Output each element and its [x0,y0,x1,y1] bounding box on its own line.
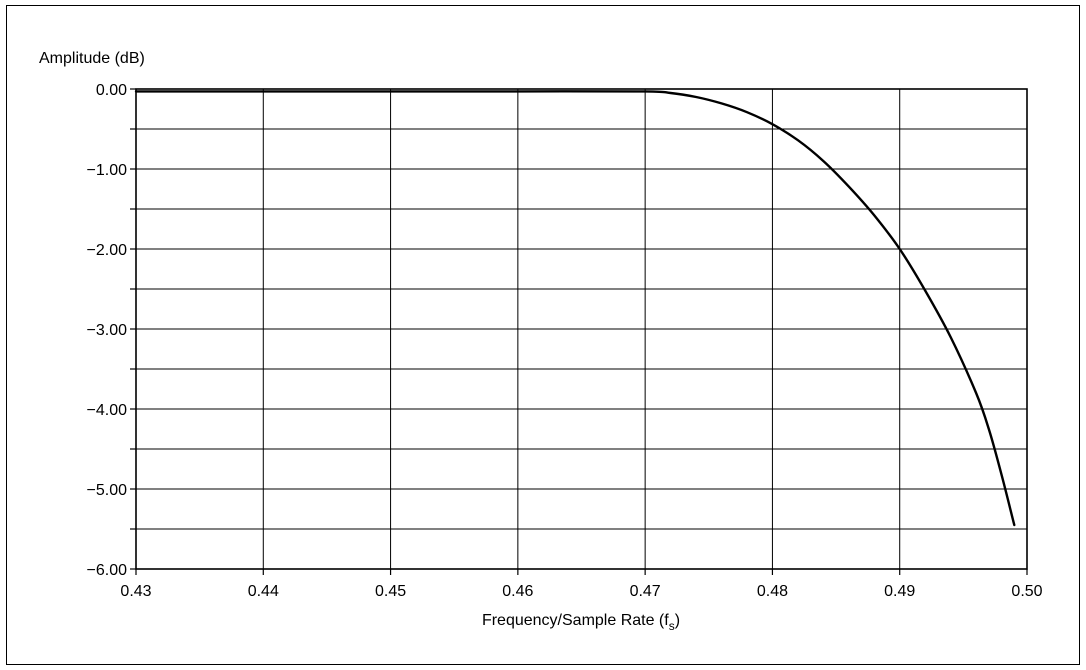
x-axis-title: Frequency/Sample Rate (fs) [482,612,680,633]
y-tick-label: −3.00 [87,322,128,339]
x-tick-label: 0.46 [502,583,533,600]
y-tick-label: −1.00 [87,162,128,179]
y-tick-label: 0.00 [96,82,127,99]
grid [135,88,1028,570]
x-tick-label: 0.47 [630,583,661,600]
x-tick-label: 0.48 [757,583,788,600]
y-tick-label: −4.00 [87,402,128,419]
series-layer [134,90,1016,527]
x-axis-title-subscript: s [669,619,675,633]
x-tick-label: 0.49 [884,583,915,600]
x-tick-label: 0.44 [248,583,279,600]
y-tick-label: −5.00 [87,482,128,499]
x-axis-title-main: Frequency/Sample Rate (f [482,612,669,629]
x-tick-label: 0.50 [1011,583,1042,600]
chart-frame: 0.43 0.44 0.45 0.46 0.47 0.48 0.49 0.50 0.00 −1.0… [6,5,1080,665]
x-tick-label: 0.45 [375,583,406,600]
series-line [134,90,1016,527]
tick-labels: 0.43 0.44 0.45 0.46 0.47 0.48 0.49 0.50 0.00 −1.0… [87,82,1043,600]
amplitude-chart: 0.43 0.44 0.45 0.46 0.47 0.48 0.49 0.50 0.00 −1.0… [39,50,1043,633]
x-tick-label: 0.43 [120,583,151,600]
y-axis-title: Amplitude (dB) [39,50,145,67]
axis-ticks [130,88,1028,575]
y-tick-label: −6.00 [87,562,128,579]
x-axis-title-suffix: ) [675,612,680,629]
y-tick-label: −2.00 [87,242,128,259]
